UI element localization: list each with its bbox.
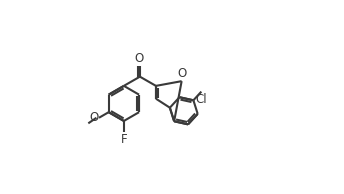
Text: O: O [178,67,187,80]
Text: O: O [135,52,144,65]
Text: Cl: Cl [195,93,207,106]
Text: O: O [89,111,98,124]
Text: F: F [120,133,127,146]
